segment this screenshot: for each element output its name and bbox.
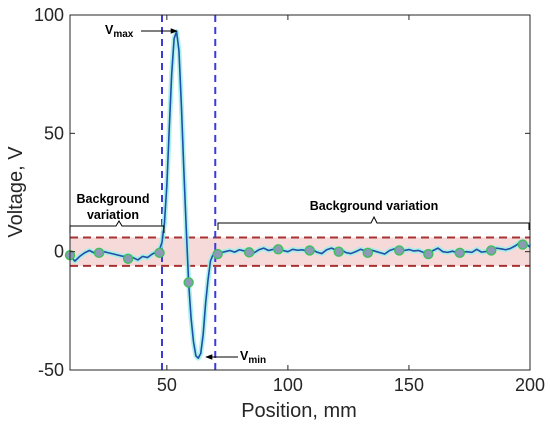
bg-left-brace bbox=[69, 220, 165, 233]
y-tick-label-1: -50 bbox=[38, 360, 64, 380]
data-point-16 bbox=[517, 239, 528, 250]
data-point-5 bbox=[183, 277, 194, 288]
vmin-annotation: Vmin bbox=[205, 349, 266, 366]
y-tick-label-2: 0 bbox=[54, 242, 64, 262]
bg-right-text: Background variation bbox=[310, 199, 439, 213]
vmin-subscript: min bbox=[248, 355, 266, 366]
data-point-3 bbox=[122, 253, 134, 264]
y-tick-label-3: 50 bbox=[44, 123, 64, 143]
vmax-label: V bbox=[105, 23, 114, 37]
x-tick-label-2: 100 bbox=[273, 375, 303, 395]
y-axis-label: Voltage, V bbox=[5, 146, 27, 238]
background-variation-right: Background variation bbox=[217, 199, 530, 230]
threshold-group bbox=[70, 236, 530, 267]
data-point-15 bbox=[486, 245, 497, 256]
x-tick-label-1: 50 bbox=[157, 375, 177, 395]
background-variation-left: Background variation bbox=[69, 192, 165, 233]
bg-left-text-2: variation bbox=[87, 208, 139, 222]
data-point-6 bbox=[212, 248, 223, 260]
x-tick-label-3: 150 bbox=[394, 375, 424, 395]
data-point-9 bbox=[304, 245, 315, 256]
data-point-2 bbox=[93, 247, 105, 259]
svg-text:Vmax: Vmax bbox=[105, 23, 134, 40]
data-point-13 bbox=[423, 248, 434, 260]
data-point-8 bbox=[273, 244, 284, 255]
marker-group bbox=[64, 239, 528, 288]
data-point-12 bbox=[394, 245, 405, 256]
plot-frame bbox=[69, 14, 531, 371]
y-tick-label-4: 100 bbox=[34, 5, 64, 25]
x-axis-label: Position, mm bbox=[241, 400, 357, 422]
bg-right-brace bbox=[217, 215, 530, 230]
bg-left-text-1: Background bbox=[77, 192, 150, 206]
data-point-11 bbox=[362, 247, 373, 259]
data-point-14 bbox=[454, 247, 465, 259]
x-tick-label-4: 200 bbox=[515, 375, 545, 395]
data-point-10 bbox=[333, 246, 344, 257]
vmax-annotation: Vmax bbox=[105, 23, 178, 40]
data-point-7 bbox=[243, 247, 255, 258]
data-point-4 bbox=[154, 247, 165, 259]
tick-group: 50 100 150 200 -50 0 50 100 bbox=[34, 5, 545, 395]
vmax-subscript: max bbox=[113, 29, 133, 40]
svg-text:Vmin: Vmin bbox=[240, 349, 266, 366]
vmin-label: V bbox=[240, 349, 249, 363]
